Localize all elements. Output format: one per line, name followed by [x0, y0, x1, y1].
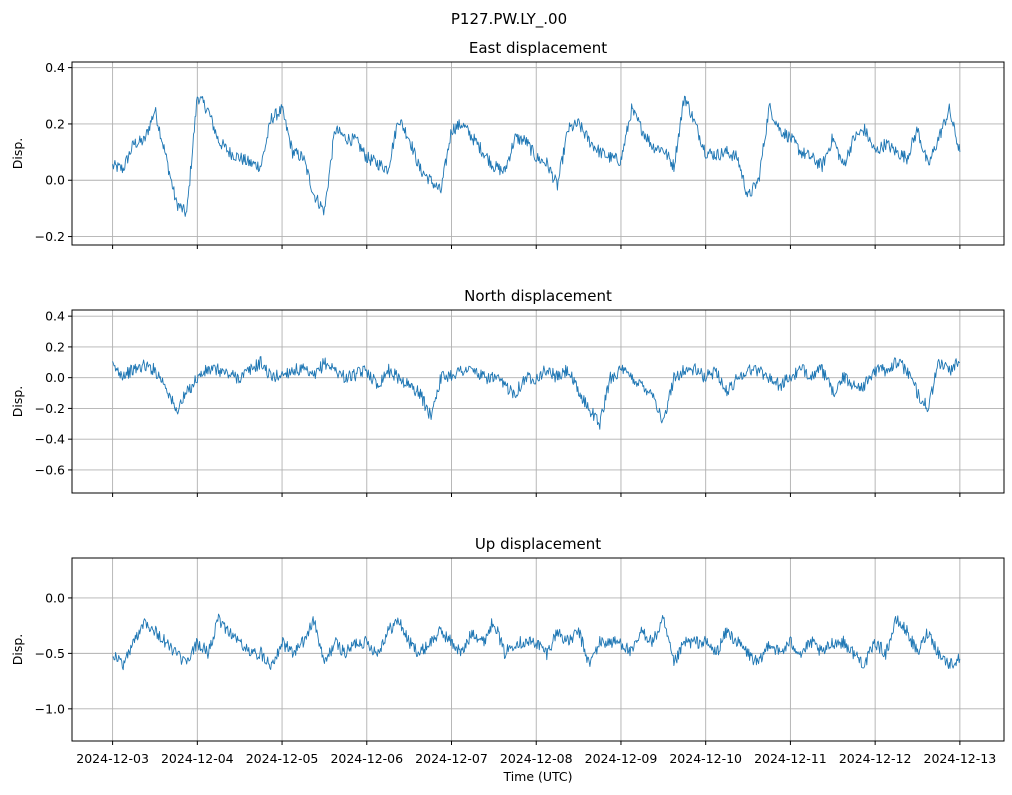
y-axis-label: Disp.	[10, 634, 25, 666]
axes-frame	[71, 309, 1005, 494]
y-tick-label: 0.2	[45, 116, 65, 131]
subplot-up-displacement: −1.0 −0.5 0.0 2024-12-03 2024-12-04 2024-12-0…	[10, 535, 1005, 766]
x-tick-label: 2024-12-07	[415, 751, 488, 766]
y-tick-label: −0.2	[35, 229, 65, 244]
y-tick-label: 0.0	[45, 370, 65, 385]
x-axis-label: Time (UTC)	[502, 769, 572, 784]
x-tick-label: 2024-12-13	[924, 751, 997, 766]
x-tick-label: 2024-12-09	[585, 751, 658, 766]
x-tick-label: 2024-12-05	[246, 751, 319, 766]
subplot-title: Up displacement	[475, 535, 601, 553]
figure-suptitle: P127.PW.LY_.00	[451, 10, 567, 29]
y-tick-label: −0.5	[35, 646, 65, 661]
y-tick-label: 0.4	[45, 60, 65, 75]
y-tick-label: 0.2	[45, 339, 65, 354]
y-axis-label: Disp.	[10, 138, 25, 170]
y-tick-label: 0.0	[45, 173, 65, 188]
series-line-north-displacement	[112, 356, 961, 430]
x-tick-label: 2024-12-08	[500, 751, 573, 766]
y-tick-label: −0.6	[35, 462, 65, 477]
y-axis-label: Disp.	[10, 386, 25, 418]
x-tick-label: 2024-12-10	[669, 751, 742, 766]
y-tick-label: −0.4	[35, 432, 65, 447]
y-tick-label: −0.2	[35, 401, 65, 416]
series-line-east-displacement	[112, 95, 961, 217]
x-tick-label: 2024-12-11	[754, 751, 827, 766]
subplot-title: East displacement	[469, 39, 607, 57]
y-tick-label: 0.4	[45, 309, 65, 324]
y-tick-label: 0.0	[45, 590, 65, 605]
x-tick-label: 2024-12-04	[161, 751, 234, 766]
x-tick-label: 2024-12-03	[76, 751, 149, 766]
x-tick-label: 2024-12-12	[839, 751, 912, 766]
x-tick-label: 2024-12-06	[330, 751, 403, 766]
axes-frame	[71, 61, 1005, 246]
y-tick-label: −1.0	[35, 701, 65, 716]
subplot-east-displacement: −0.2 0.0 0.2 0.4 East displacement Disp.	[10, 39, 1005, 249]
axes-frame	[71, 557, 1005, 742]
subplot-title: North displacement	[464, 287, 612, 305]
subplot-north-displacement: −0.6 −0.4 −0.2 0.0 0.2 0.4 North displacement D…	[10, 287, 1005, 497]
series-line-up-displacement	[112, 613, 961, 671]
